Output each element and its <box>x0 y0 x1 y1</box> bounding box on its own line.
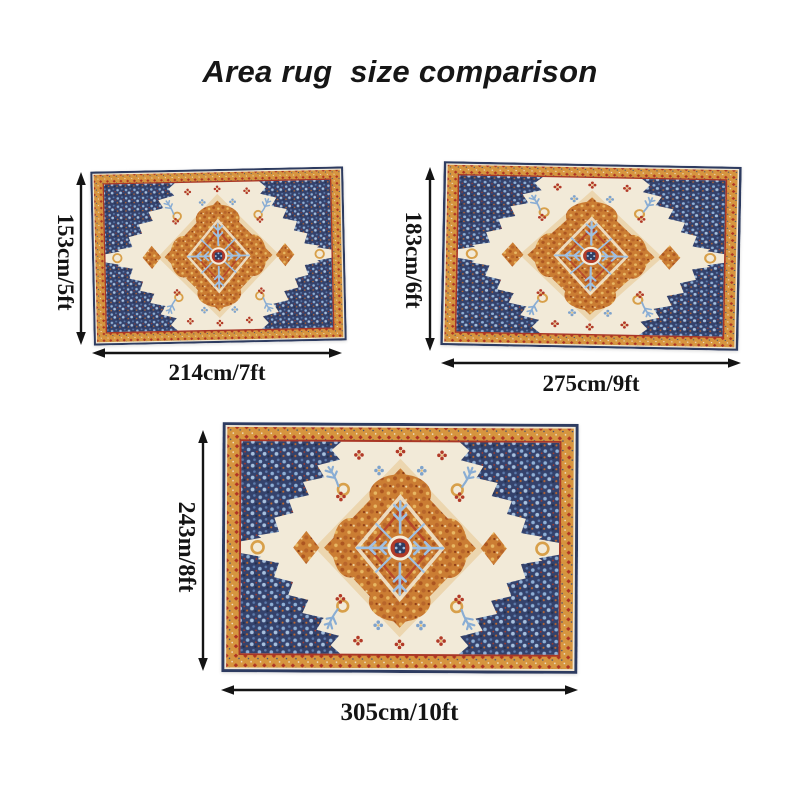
height-arrow-medium <box>425 167 435 351</box>
rug-photo-medium <box>440 161 741 351</box>
height-arrow-large <box>198 430 208 671</box>
width-label-large: 305cm/10ft <box>340 699 459 726</box>
page-title: Area rug size comparison <box>202 54 598 89</box>
width-label-small: 214cm/7ft <box>168 360 266 385</box>
height-label-medium: 183cm/6ft <box>401 211 426 309</box>
height-arrow-small <box>76 172 86 345</box>
width-arrow-medium <box>441 358 741 368</box>
rug-photo-large <box>221 422 578 674</box>
height-label-large: 243m/8ft <box>173 501 199 593</box>
height-label-small: 153cm/5ft <box>53 213 78 311</box>
width-label-medium: 275cm/9ft <box>542 371 640 396</box>
width-arrow-small <box>92 348 342 358</box>
width-arrow-large <box>221 685 578 695</box>
rug-photo-small <box>90 166 347 345</box>
